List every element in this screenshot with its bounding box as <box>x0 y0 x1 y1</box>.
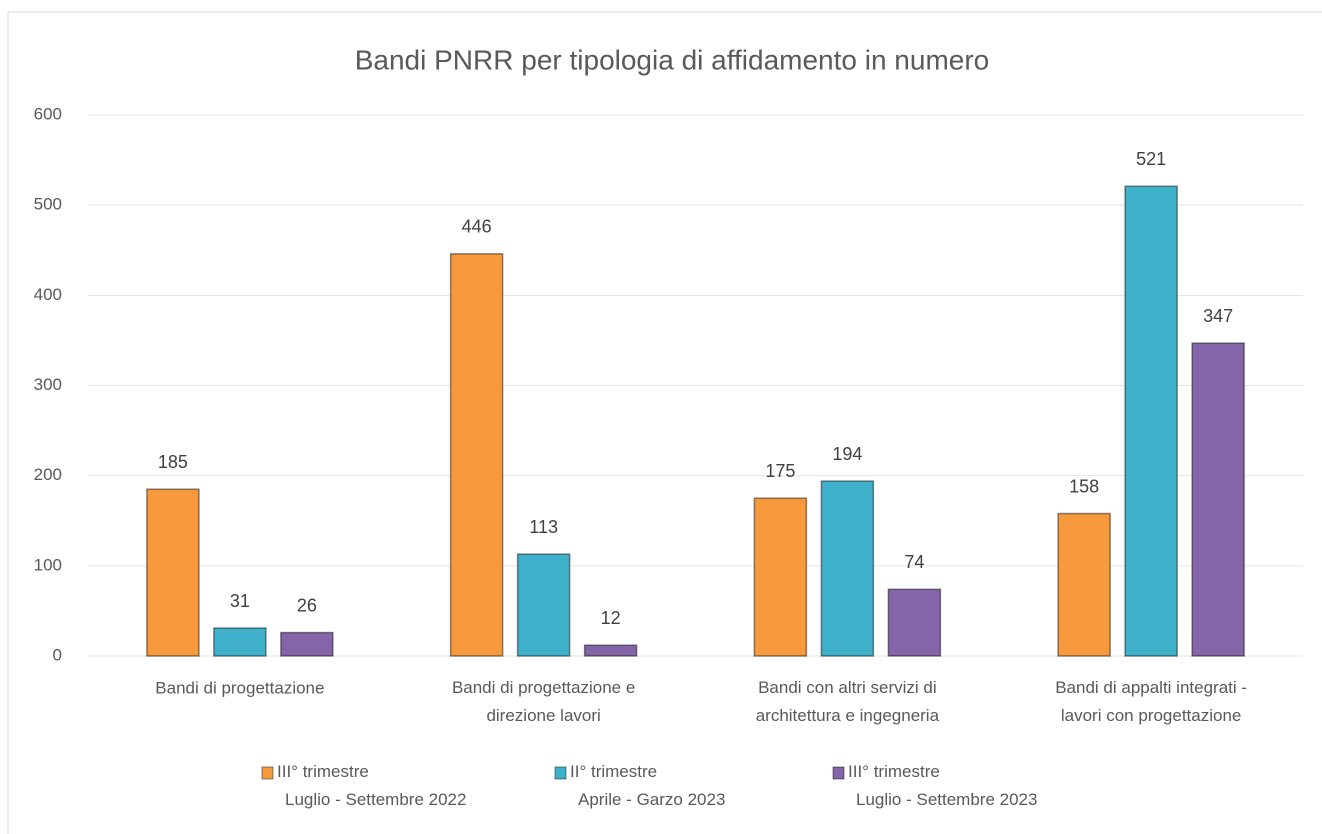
bar <box>213 627 267 657</box>
y-tick-label: 400 <box>34 285 62 304</box>
bar <box>820 480 875 657</box>
bar <box>1124 185 1178 657</box>
data-label: 12 <box>601 608 621 628</box>
x-tick-label: Bandi di progettazione <box>155 678 324 697</box>
data-label: 113 <box>529 517 558 537</box>
bar <box>583 644 638 657</box>
legend-marker <box>554 766 567 780</box>
bar <box>449 253 504 657</box>
legend-label: III° trimestre Luglio - Settembre 2022 <box>277 762 466 809</box>
y-tick-label: 200 <box>34 465 62 484</box>
x-tick-label: Bandi di progettazione e direzione lavori <box>452 678 635 725</box>
y-tick-label: 0 <box>53 645 62 664</box>
x-tick-label: Bandi con altri servizi di architettura e… <box>756 678 940 725</box>
data-label: 26 <box>297 595 317 615</box>
legend-marker <box>261 766 274 780</box>
data-label: 446 <box>462 217 492 237</box>
data-label: 31 <box>230 591 250 611</box>
data-label: 347 <box>1203 306 1233 326</box>
bar <box>1057 512 1111 657</box>
data-label: 74 <box>904 552 924 572</box>
chart-title: Bandi PNRR per tipologia di affidamento … <box>355 44 990 75</box>
data-label: 194 <box>832 444 862 464</box>
bar <box>887 588 942 657</box>
y-tick-label: 100 <box>34 555 62 574</box>
y-tick-label: 300 <box>34 375 62 394</box>
legend-marker <box>832 766 845 780</box>
bar <box>280 631 334 657</box>
legend-label: III° trimestre Luglio - Settembre 2023 <box>848 762 1037 809</box>
bar <box>146 488 200 657</box>
data-label: 175 <box>765 461 795 481</box>
data-label: 185 <box>158 452 188 472</box>
x-tick-label: Bandi di appalti integrati -lavori con p… <box>1055 678 1247 725</box>
y-tick-label: 500 <box>34 195 62 214</box>
y-tick-label: 600 <box>34 104 62 123</box>
chart-border <box>7 11 1322 834</box>
bar <box>753 497 808 657</box>
bar <box>1191 342 1245 657</box>
legend-label: II° trimestre Aprile - Garzo 2023 <box>570 762 725 809</box>
data-label: 158 <box>1069 476 1099 496</box>
data-label: 521 <box>1136 149 1166 169</box>
bar <box>516 553 571 657</box>
